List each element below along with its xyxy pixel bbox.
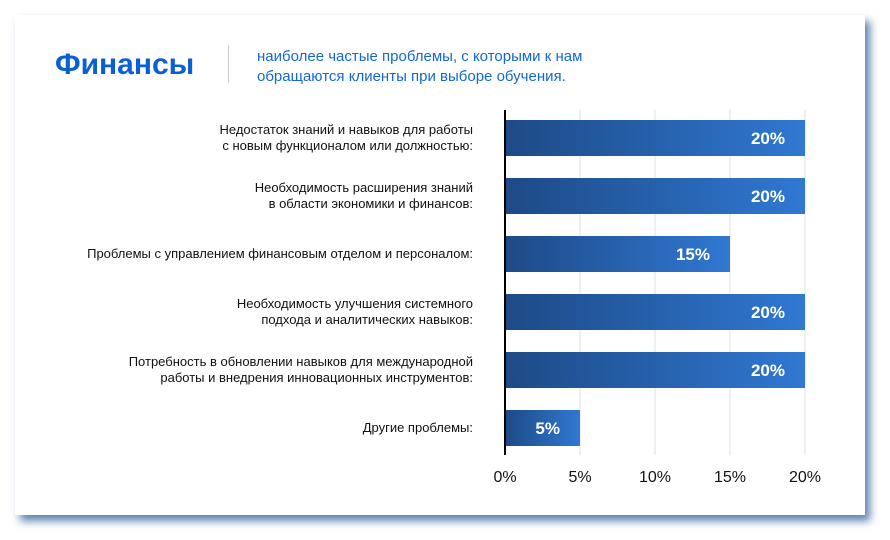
subtitle-line: обращаются клиенты при выборе обучения.	[257, 68, 566, 85]
data-label: 20%	[751, 129, 785, 148]
bar	[505, 178, 805, 214]
category-label: Необходимость расширения знаний	[255, 180, 473, 195]
x-tick-label: 15%	[714, 469, 746, 486]
category-label: работы и внедрения инновационных инструм…	[160, 370, 473, 385]
category-label: Потребность в обновлении навыков для меж…	[129, 354, 473, 369]
x-tick-label: 20%	[789, 469, 821, 486]
data-label: 20%	[751, 303, 785, 322]
category-label: Проблемы с управлением финансовым отдело…	[87, 246, 473, 261]
data-label: 20%	[751, 187, 785, 206]
subtitle-line: наиболее частые проблемы, с которыми к н…	[257, 48, 583, 65]
x-tick-label: 5%	[568, 469, 591, 486]
category-label: в области экономики и финансов:	[269, 196, 473, 211]
bar	[505, 410, 580, 446]
category-label: Другие проблемы:	[363, 420, 473, 435]
category-label: Недостаток знаний и навыков для работы	[219, 122, 473, 137]
category-label: Необходимость улучшения системного	[237, 296, 473, 311]
header-divider	[228, 45, 229, 83]
category-label: с новым функционалом или должностью:	[222, 138, 473, 153]
page-title: Финансы	[55, 48, 195, 81]
bar	[505, 294, 805, 330]
data-label: 5%	[535, 419, 560, 438]
bar	[505, 236, 730, 272]
data-label: 20%	[751, 361, 785, 380]
x-tick-label: 10%	[639, 469, 671, 486]
bar	[505, 120, 805, 156]
x-tick-label: 0%	[493, 469, 516, 486]
bar	[505, 352, 805, 388]
data-label: 15%	[676, 245, 710, 264]
subtitle: наиболее частые проблемы, с которыми к н…	[257, 47, 582, 87]
category-label: подхода и аналитических навыков:	[261, 312, 473, 327]
